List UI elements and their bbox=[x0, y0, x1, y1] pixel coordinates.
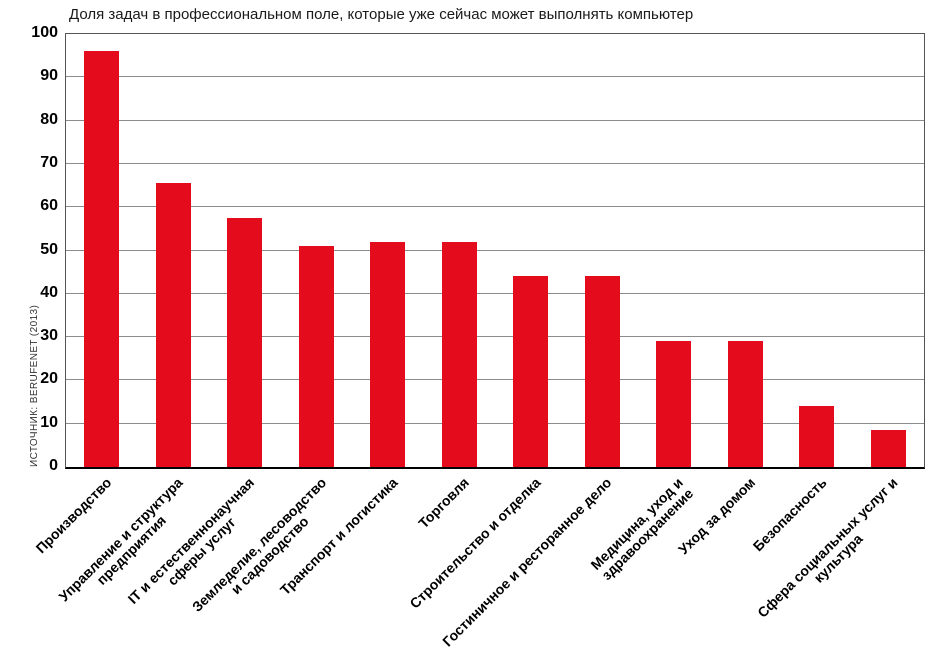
gridline bbox=[66, 206, 924, 208]
y-tick-label: 30 bbox=[40, 327, 58, 345]
y-tick-label: 50 bbox=[40, 240, 58, 258]
gridline bbox=[66, 336, 924, 338]
gridline bbox=[66, 422, 924, 424]
y-tick-label: 100 bbox=[31, 24, 58, 41]
gridline bbox=[66, 76, 924, 78]
bar bbox=[441, 241, 477, 467]
bar bbox=[84, 51, 120, 467]
y-tick-label: 70 bbox=[40, 153, 58, 171]
y-tick-label: 40 bbox=[40, 283, 58, 301]
x-axis-label: Торговля bbox=[414, 474, 472, 532]
x-axis-label: Строительство и отделка bbox=[406, 474, 544, 612]
bar bbox=[799, 406, 835, 467]
bar bbox=[298, 246, 334, 467]
bar bbox=[656, 341, 692, 467]
y-tick-label: 10 bbox=[40, 413, 58, 431]
gridline bbox=[66, 162, 924, 164]
bar bbox=[513, 276, 549, 467]
chart-title: Доля задач в профессиональном поле, кото… bbox=[69, 6, 694, 23]
y-tick-label: 80 bbox=[40, 110, 58, 128]
gridline bbox=[66, 379, 924, 381]
plot-area bbox=[65, 33, 925, 469]
bar bbox=[584, 276, 620, 467]
gridline bbox=[66, 249, 924, 251]
x-axis-label: Производство bbox=[32, 474, 115, 557]
y-tick-label: 0 bbox=[49, 457, 58, 474]
y-tick-label: 90 bbox=[40, 67, 58, 85]
bar bbox=[727, 341, 763, 467]
bar bbox=[870, 430, 906, 467]
x-axis-label: Безопасность bbox=[749, 474, 830, 555]
y-tick-label: 60 bbox=[40, 197, 58, 215]
x-axis-label: Сфера социальных услуг и культура bbox=[754, 474, 901, 621]
bar bbox=[370, 241, 406, 467]
bar bbox=[155, 183, 191, 467]
gridline bbox=[66, 119, 924, 121]
y-axis-labels: 0 10 20 30 40 50 60 70 80 90 100 bbox=[0, 24, 58, 474]
x-axis-labels: Производство Управление и структура предпр… bbox=[32, 474, 923, 665]
y-tick-label: 20 bbox=[40, 370, 58, 388]
bar bbox=[227, 218, 263, 467]
gridline bbox=[66, 292, 924, 294]
